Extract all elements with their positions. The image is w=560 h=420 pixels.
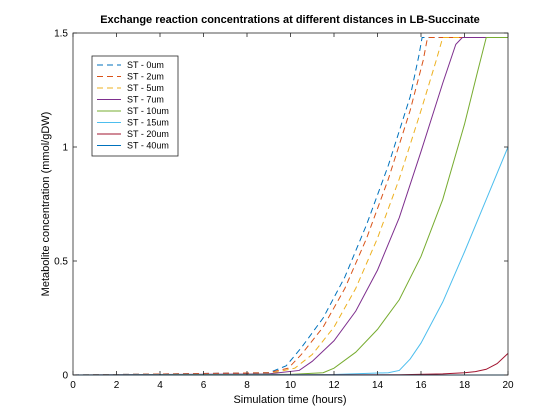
x-tick-label: 8 xyxy=(244,380,250,391)
chart-title: Exchange reaction concentrations at diff… xyxy=(100,14,480,26)
x-tick-label: 0 xyxy=(70,380,76,391)
series-layer xyxy=(72,37,509,376)
x-tick-label: 6 xyxy=(201,380,207,391)
legend-label: ST - 10um xyxy=(127,106,169,116)
legend-label: ST - 7um xyxy=(127,95,164,105)
x-tick-label: 14 xyxy=(372,380,384,391)
x-tick-label: 16 xyxy=(415,380,427,391)
ticks-layer: 0 2 4 6 8 10 12 14 16 18 20 0 0.5 1 1.5 xyxy=(54,29,514,392)
x-axis-label: Simulation time (hours) xyxy=(233,394,346,406)
x-tick-label: 2 xyxy=(114,380,120,391)
y-tick-label: 0 xyxy=(62,371,68,382)
legend-label: ST - 40um xyxy=(127,141,169,151)
x-tick-label: 18 xyxy=(459,380,471,391)
x-tick-label: 10 xyxy=(285,380,297,391)
series-line-5 xyxy=(72,146,509,376)
y-axis-label: Metabolite concentration (mmol/gDW) xyxy=(40,112,52,297)
legend-label: ST - 5um xyxy=(127,83,164,93)
x-tick-label: 20 xyxy=(502,380,514,391)
series-line-2 xyxy=(72,37,508,376)
legend-label: ST - 2um xyxy=(127,72,164,82)
x-tick-label: 12 xyxy=(328,380,340,391)
y-tick-label: 1 xyxy=(62,143,68,154)
series-line-0 xyxy=(72,37,508,376)
series-line-4 xyxy=(72,37,508,376)
y-tick-label: 0.5 xyxy=(54,257,68,268)
series-line-3 xyxy=(72,37,508,376)
series-line-1 xyxy=(72,37,508,376)
legend-box xyxy=(91,55,179,157)
legend-label: ST - 15um xyxy=(127,118,169,128)
legend-label: ST - 20um xyxy=(127,129,169,139)
y-tick-label: 1.5 xyxy=(54,29,68,40)
x-tick-label: 4 xyxy=(157,380,163,391)
legend-label: ST - 0um xyxy=(127,60,164,70)
